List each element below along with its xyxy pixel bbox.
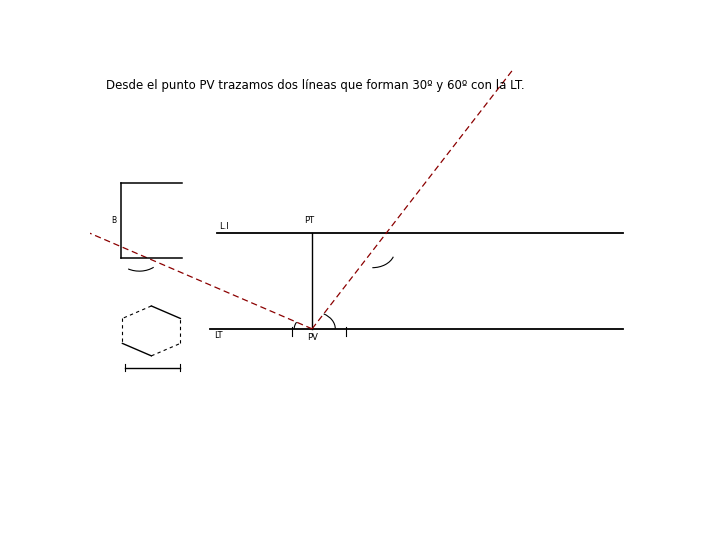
Text: LT: LT — [214, 331, 222, 340]
Text: L.I: L.I — [220, 222, 229, 231]
Text: B: B — [112, 216, 117, 225]
Text: Desde el punto PV trazamos dos líneas que forman 30º y 60º con la LT.: Desde el punto PV trazamos dos líneas qu… — [106, 79, 524, 92]
Text: PT: PT — [305, 216, 315, 225]
Text: PV: PV — [307, 333, 318, 342]
